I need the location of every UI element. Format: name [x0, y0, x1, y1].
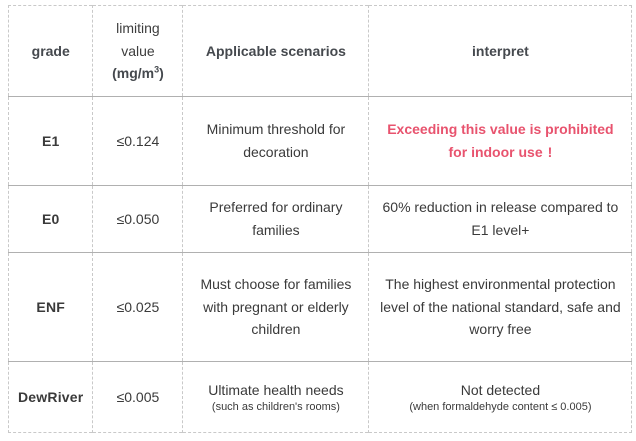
grade-cell: E0 [8, 185, 94, 253]
interpret-cell: Not detected (when formaldehyde content ≤… [369, 362, 632, 433]
table-row-e0: E0 ≤0.050 Preferred for ordinary familie… [8, 185, 632, 253]
limit-cell: ≤0.050 [92, 185, 184, 253]
scenario-note: (such as children's rooms) [211, 400, 340, 413]
header-grade: grade [8, 5, 94, 97]
limit-cell: ≤0.124 [92, 96, 184, 186]
scenario-cell: Must choose for families with pregnant o… [182, 252, 370, 362]
header-interpret: interpret [368, 5, 632, 97]
limit-cell: ≤0.025 [92, 252, 184, 362]
table-row-e1: E1 ≤0.124 Minimum threshold for decorati… [8, 96, 632, 186]
scenario-cell: Ultimate health needs (such as children's… [182, 361, 370, 433]
scenario-cell: Preferred for ordinary families [182, 185, 370, 253]
grade-cell: ENF [8, 252, 94, 362]
header-limit-line2: value [121, 42, 155, 59]
grade-cell: E1 [8, 96, 94, 186]
table-header-row: grade limiting value (mg/m3) Applicable … [8, 5, 632, 97]
header-limiting-value: limiting value (mg/m3) [92, 5, 184, 97]
grade-cell: DewRiver [8, 361, 94, 433]
header-applicable-scenarios: Applicable scenarios [182, 5, 370, 97]
interpret-cell: 60% reduction in release compared to E1 … [368, 185, 632, 253]
scenario-cell: Minimum threshold for decoration [182, 96, 370, 186]
table-row-enf: ENF ≤0.025 Must choose for families with… [8, 252, 632, 362]
grade-comparison-table: grade limiting value (mg/m3) Applicable … [8, 5, 633, 433]
header-limit-unit: (mg/m3) [112, 64, 164, 82]
grade-comparison-table-wrapper: grade limiting value (mg/m3) Applicable … [8, 5, 633, 433]
limit-cell: ≤0.005 [92, 361, 184, 433]
interpret-cell: The highest environmental protection lev… [368, 252, 632, 362]
table-row-dewriver: DewRiver ≤0.005 Ultimate health needs (su… [8, 361, 632, 433]
unit-superscript: 3 [154, 64, 160, 75]
header-limit-line1: limiting [116, 19, 160, 36]
interpret-note: (when formaldehyde content ≤ 0.005) [409, 400, 592, 413]
interpret-cell: Exceeding this value is prohibited for i… [368, 96, 632, 186]
exclamation-mark: ! [547, 144, 553, 160]
